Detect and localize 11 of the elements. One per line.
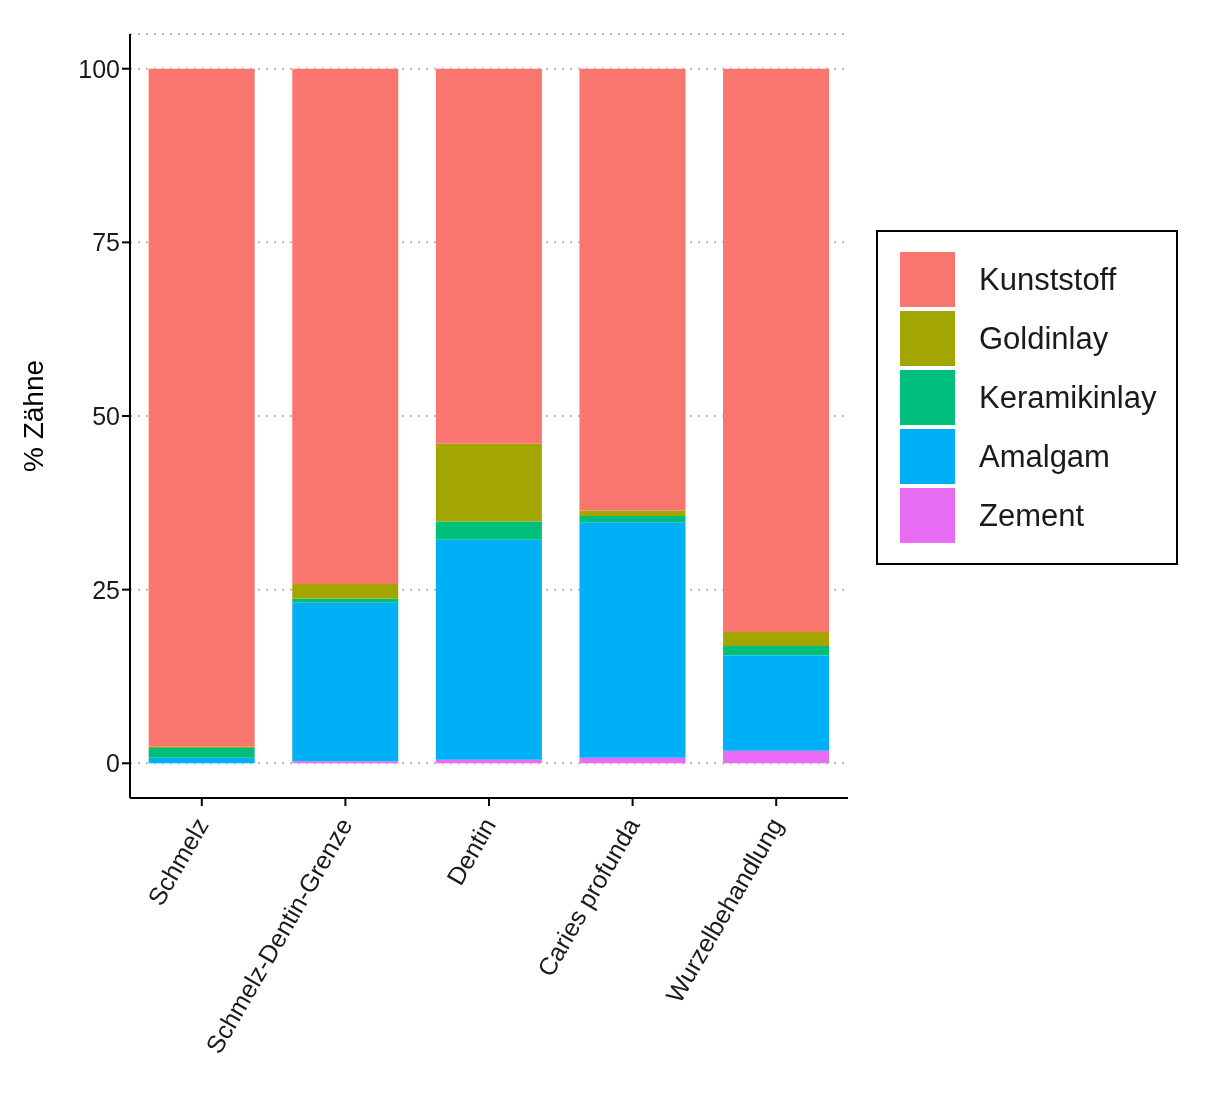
y-tick-label: 50 [92, 401, 120, 430]
legend-label: Amalgam [979, 438, 1110, 475]
y-tick-label: 0 [106, 749, 120, 778]
y-tick-label: 100 [78, 54, 120, 83]
y-tick-label: 25 [92, 575, 120, 604]
y-tick-label: 75 [92, 228, 120, 257]
legend-label: Goldinlay [979, 320, 1109, 357]
legend-label: Zement [979, 497, 1085, 534]
legend-label: Kunststoff [979, 261, 1117, 298]
legend-label: Keramikinlay [979, 379, 1157, 416]
y-axis-title: % Zähne [17, 359, 49, 473]
